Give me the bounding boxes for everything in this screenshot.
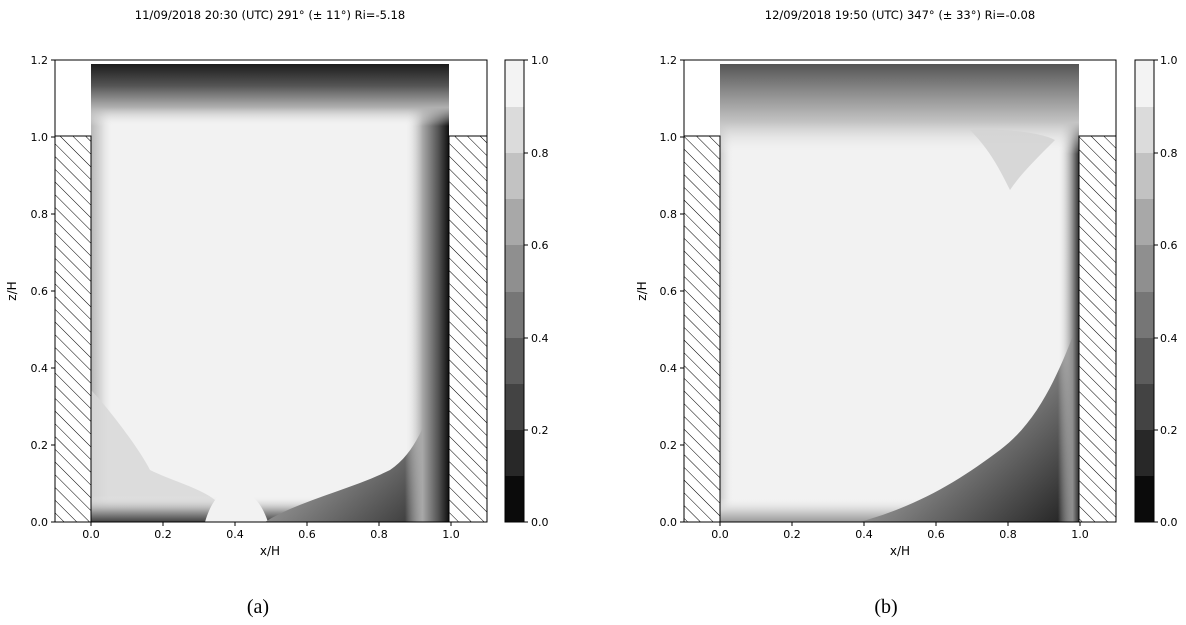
x-axis-label: x/H: [890, 544, 910, 558]
field-upper-right-tongue: [970, 129, 1055, 190]
building-right: [448, 135, 488, 523]
y-tick-label: 0.4: [31, 362, 49, 375]
y-tick-label: 0.4: [660, 362, 678, 375]
colorbar-tick-label: 0.2: [531, 424, 549, 437]
colorbar-tick-label: 0.2: [1160, 424, 1178, 437]
y-axis: 0.0 0.2 0.4 0.6 0.8 1.0 1.2 z/H: [5, 54, 55, 529]
panel-caption-b: (b): [874, 596, 898, 618]
x-tick-label: 1.0: [1071, 528, 1089, 541]
y-tick-label: 0.6: [31, 285, 49, 298]
colorbar-tick-label: 1.0: [531, 54, 549, 67]
y-tick-label: 0.6: [660, 285, 678, 298]
x-tick-label: 0.6: [298, 528, 316, 541]
colorbar-tick-label: 0.8: [531, 147, 549, 160]
building-left: [683, 135, 721, 523]
y-tick-label: 0.0: [660, 516, 678, 529]
figure: 11/09/2018 20:30 (UTC) 291° (± 11°) Ri=-…: [5, 8, 1178, 558]
field-lower-left: [91, 390, 215, 522]
colorbar: 0.0 0.2 0.4 0.6 0.8 1.0: [1134, 54, 1178, 529]
y-tick-label: 1.0: [31, 131, 49, 144]
y-axis: 0.0 0.2 0.4 0.6 0.8 1.0 1.2 z/H: [635, 54, 684, 529]
colorbar-tick-label: 1.0: [1160, 54, 1178, 67]
field-lower-right: [265, 360, 449, 522]
colorbar-tick-label: 0.8: [1160, 147, 1178, 160]
y-tick-label: 0.8: [660, 208, 678, 221]
panel-b: 12/09/2018 19:50 (UTC) 347° (± 33°) Ri=-…: [635, 8, 1178, 558]
field-right-wall: [1058, 64, 1079, 522]
field-lower-right: [860, 320, 1079, 522]
y-tick-label: 0.8: [31, 208, 49, 221]
colorbar-tick-label: 0.6: [1160, 239, 1178, 252]
x-tick-label: 0.2: [154, 528, 172, 541]
y-tick-label: 0.0: [31, 516, 49, 529]
field-left-wall: [720, 64, 734, 522]
x-tick-label: 0.8: [370, 528, 388, 541]
field-right-wall: [405, 64, 449, 522]
colorbar-tick-label: 0.4: [1160, 332, 1178, 345]
y-tick-label: 1.2: [31, 54, 49, 67]
x-tick-label: 0.4: [226, 528, 244, 541]
x-tick-label: 0.0: [82, 528, 100, 541]
x-axis-label: x/H: [260, 544, 280, 558]
y-axis-label: z/H: [635, 281, 649, 300]
field-bottom-clear: [205, 489, 268, 522]
x-tick-label: 0.6: [927, 528, 945, 541]
chart-title: 12/09/2018 19:50 (UTC) 347° (± 33°) Ri=-…: [765, 8, 1035, 22]
panel-a: 11/09/2018 20:30 (UTC) 291° (± 11°) Ri=-…: [5, 8, 549, 558]
x-tick-label: 0.0: [711, 528, 729, 541]
chart-title: 11/09/2018 20:30 (UTC) 291° (± 11°) Ri=-…: [135, 8, 405, 22]
x-tick-label: 0.2: [783, 528, 801, 541]
plot-area: [54, 59, 488, 523]
building-left: [54, 135, 92, 523]
colorbar: 0.0 0.2 0.4 0.6 0.8 1.0: [504, 54, 549, 529]
plot-area: [683, 59, 1117, 523]
colorbar-tick-label: 0.6: [531, 239, 549, 252]
x-tick-label: 0.8: [999, 528, 1017, 541]
y-tick-label: 0.2: [660, 439, 678, 452]
building-right: [1078, 135, 1117, 523]
colorbar-tick-label: 0.4: [531, 332, 549, 345]
panel-caption-a: (a): [246, 596, 270, 618]
y-tick-label: 1.2: [660, 54, 678, 67]
colorbar-tick-label: 0.0: [1160, 516, 1178, 529]
x-tick-label: 1.0: [442, 528, 460, 541]
field-top: [91, 64, 449, 126]
x-tick-label: 0.4: [855, 528, 873, 541]
y-axis-label: z/H: [5, 281, 19, 300]
x-axis: 0.0 0.2 0.4 0.6 0.8 1.0 x/H: [82, 522, 460, 558]
field-interior: [91, 64, 449, 522]
x-axis: 0.0 0.2 0.4 0.6 0.8 1.0 x/H: [711, 522, 1089, 558]
y-tick-label: 1.0: [660, 131, 678, 144]
colorbar-tick-label: 0.0: [531, 516, 549, 529]
y-tick-label: 0.2: [31, 439, 49, 452]
